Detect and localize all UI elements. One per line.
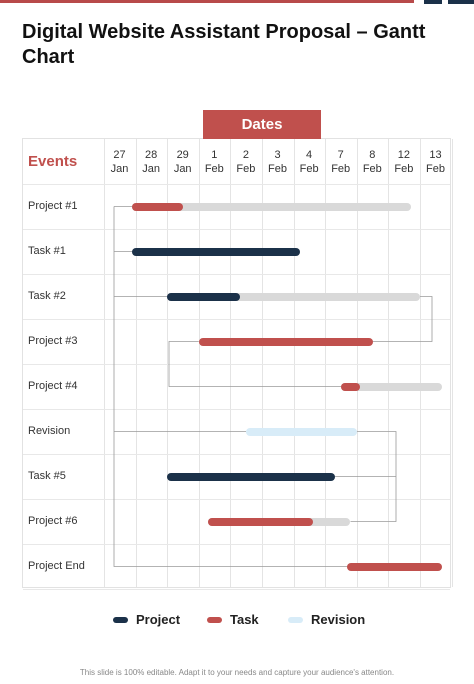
events-header: Events — [28, 153, 78, 170]
date-month: Jan — [110, 163, 129, 175]
date-column-header: 27 Jan — [104, 148, 135, 176]
date-column-header: 7 Feb — [325, 148, 356, 176]
legend-item-revision: Revision — [288, 612, 365, 627]
legend-label: Revision — [311, 612, 366, 627]
grid-row-line — [23, 544, 450, 545]
date-column-header: 8 Feb — [357, 148, 388, 176]
row-label: Revision — [28, 424, 71, 437]
grid-row-line — [23, 454, 450, 455]
date-day: 4 — [306, 149, 313, 161]
date-column-header: 1 Feb — [199, 148, 230, 176]
gantt-bar-task — [347, 562, 443, 571]
date-column-header: 2 Feb — [230, 148, 261, 176]
date-month: Feb — [204, 163, 224, 175]
row-label: Project #3 — [28, 334, 78, 347]
gantt-bar-revision — [246, 427, 357, 436]
legend-label: Project — [136, 612, 181, 627]
top-accent-square — [448, 0, 474, 4]
gantt-bar-task — [198, 337, 373, 346]
row-label: Task #2 — [28, 289, 66, 302]
grid-column-line — [356, 139, 358, 587]
legend-label: Task — [230, 612, 259, 627]
grid-row-line — [23, 229, 450, 230]
grid-column-line — [230, 139, 232, 587]
row-label: Project #1 — [28, 199, 78, 212]
dependency-line — [168, 341, 341, 387]
dependency-line — [372, 296, 433, 342]
gantt-bar-remaining — [341, 382, 443, 391]
grid-row-line — [23, 184, 450, 185]
grid-column-line — [293, 139, 295, 587]
date-month: Feb — [299, 163, 319, 175]
row-label: Task #1 — [28, 244, 66, 257]
gantt-bar-project — [167, 292, 240, 301]
date-day: 29 — [176, 149, 189, 161]
dates-header: Dates — [203, 110, 321, 139]
date-day: 27 — [113, 149, 126, 161]
date-day: 2 — [242, 149, 249, 161]
dependency-line — [113, 206, 348, 567]
date-column-header: 3 Feb — [262, 148, 293, 176]
gantt-bar-task — [341, 382, 360, 391]
date-day: 3 — [274, 149, 281, 161]
date-month: Feb — [236, 163, 256, 175]
grid-column-line — [451, 139, 453, 587]
grid-row-line — [23, 364, 450, 365]
dependency-connectors — [113, 206, 433, 567]
date-month: Feb — [426, 163, 445, 175]
date-day: 28 — [144, 149, 158, 161]
legend-swatch — [288, 616, 303, 623]
grid-column-line — [104, 139, 105, 587]
date-column-header: 28 Jan — [136, 148, 167, 176]
chart-legend: Project Task Revision — [0, 612, 474, 628]
date-month: Feb — [394, 163, 414, 175]
top-accent-square — [424, 0, 442, 4]
footer-note: This slide is 100% editable. Adapt it to… — [79, 668, 395, 677]
date-month: Feb — [331, 163, 351, 175]
gantt-bar-project — [167, 472, 335, 481]
grid-column-line — [388, 139, 390, 587]
legend-swatch — [113, 616, 128, 623]
date-day: 7 — [337, 149, 344, 161]
gantt-bar-task — [208, 517, 313, 526]
top-accent-bar — [0, 0, 414, 3]
date-month: Jan — [173, 163, 192, 175]
gantt-bar-project — [132, 247, 300, 256]
row-label: Project End — [28, 559, 85, 572]
grid-column-line — [420, 139, 421, 587]
legend-item-project: Project — [113, 612, 180, 627]
row-label: Project #6 — [28, 514, 78, 527]
gantt-bar-task — [132, 202, 183, 211]
grid-row-line — [23, 409, 450, 410]
gantt-bar-remaining — [132, 202, 411, 211]
date-column-header: 12 Feb — [388, 148, 419, 176]
date-column-header: 29 Jan — [167, 148, 198, 176]
date-month: Feb — [268, 163, 287, 175]
gantt-chart: Events 27 Jan 28 Jan 29 Jan 1 Feb 2 Feb 3 Feb 4 Feb 7 F… — [22, 138, 453, 590]
grid-column-line — [262, 139, 263, 587]
row-label: Project #4 — [28, 379, 78, 392]
grid-row-line — [23, 274, 450, 275]
grid-row-line — [23, 589, 450, 590]
page-title: Digital Website Assistant Proposal – Gan… — [22, 21, 426, 68]
date-day: 13 — [429, 149, 442, 161]
legend-swatch — [207, 616, 222, 623]
grid-column-line — [325, 139, 327, 587]
grid-row-line — [23, 499, 450, 500]
row-label: Task #5 — [28, 469, 66, 482]
date-day: 12 — [397, 149, 411, 161]
grid-column-line — [198, 139, 200, 587]
gantt-bar-remaining — [167, 292, 420, 301]
date-month: Jan — [142, 163, 160, 175]
date-month: Feb — [362, 163, 382, 175]
date-day: 1 — [211, 149, 218, 161]
grid-row-line — [23, 319, 450, 320]
legend-item-task: Task — [207, 612, 259, 627]
date-day: 8 — [369, 149, 376, 161]
date-column-header: 4 Feb — [294, 148, 325, 176]
grid-column-line — [135, 139, 137, 587]
grid-column-line — [167, 139, 169, 587]
date-column-header: 13 Feb — [420, 148, 451, 176]
